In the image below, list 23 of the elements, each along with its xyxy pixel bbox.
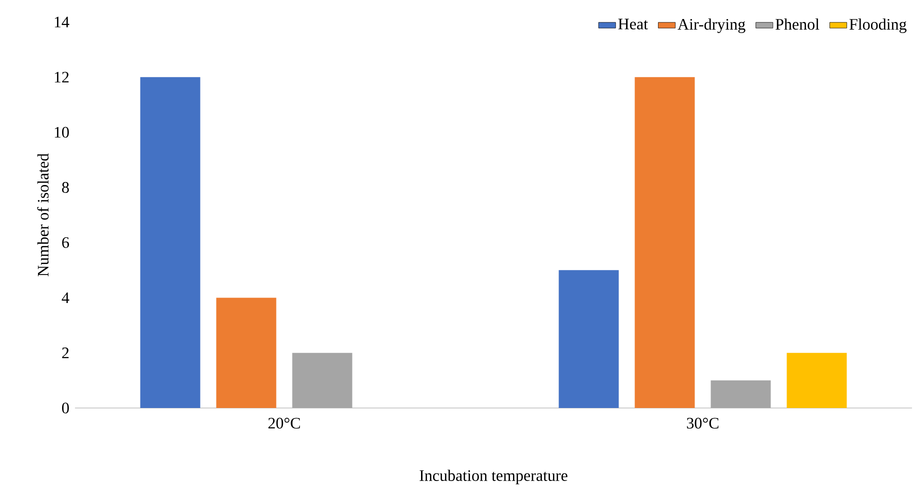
x-axis-title: Incubation temperature [420,470,568,484]
y-tick-label: 14 [54,16,70,28]
bar [292,353,352,408]
legend-label: Flooding [849,18,907,34]
legend-label: Air-drying [678,18,746,34]
bar [634,77,695,408]
y-tick-label: 10 [54,127,69,138]
y-tick-label: 0 [62,402,69,414]
y-axis-title: Number of isolated [37,154,49,277]
bar [216,298,276,408]
x-tick-label: 30°C [686,418,718,429]
bar [558,270,619,408]
bar [786,353,847,408]
y-tick-label: 4 [62,292,70,304]
bar [710,380,771,408]
bar [140,77,200,408]
legend-label: Phenol [776,18,820,30]
y-tick-label: 12 [54,72,69,83]
y-tick-label: 2 [62,348,69,358]
y-tick-label: 6 [62,237,69,248]
x-tick-label: 20°C [268,418,300,429]
legend-label: Heat [618,19,648,30]
y-tick-label: 8 [62,182,69,194]
